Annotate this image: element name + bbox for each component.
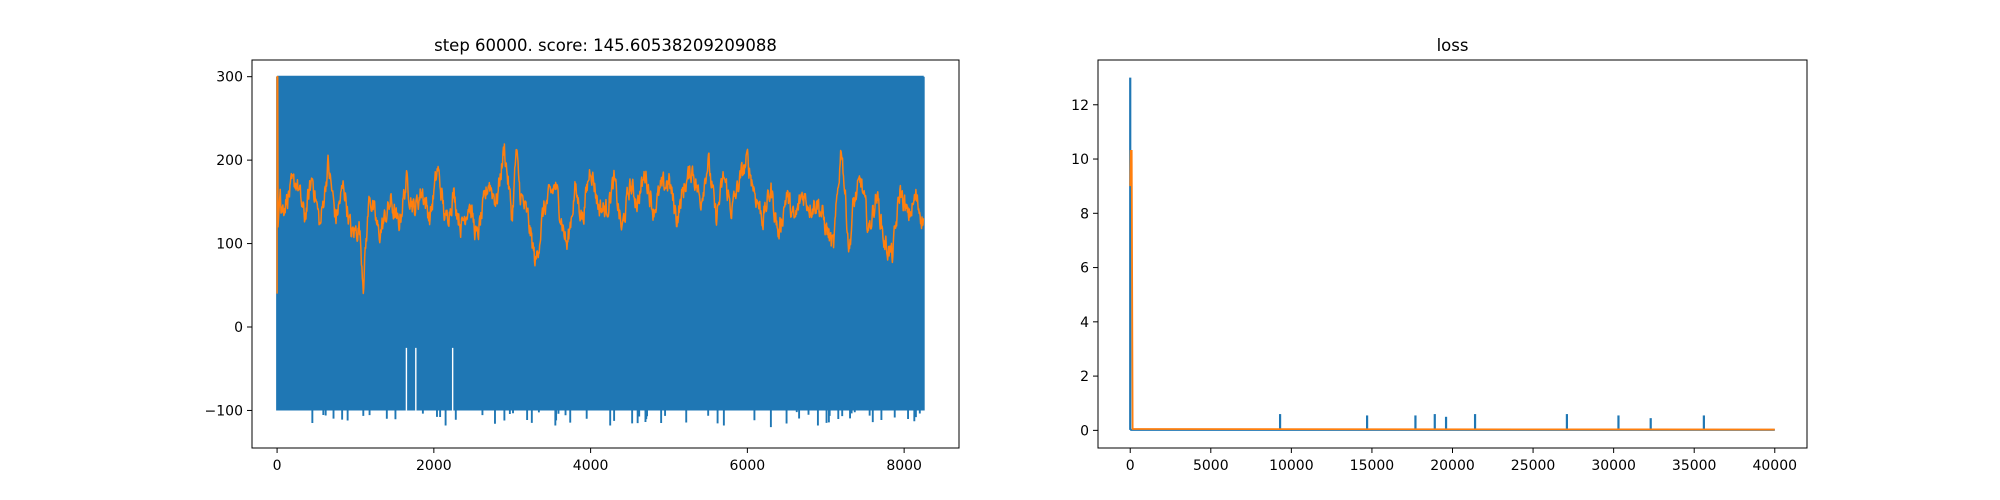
y-tick-label: 6 <box>1080 261 1089 277</box>
y-tick-label: 0 <box>1080 423 1089 439</box>
x-tick-label: 10000 <box>1269 458 1314 474</box>
x-tick-label: 8000 <box>886 458 922 474</box>
x-tick-label: 35000 <box>1672 458 1717 474</box>
x-tick-label: 4000 <box>573 458 609 474</box>
series-line-orange <box>1129 149 1775 431</box>
y-tick-label: 300 <box>216 70 243 86</box>
x-tick-label: 25000 <box>1511 458 1556 474</box>
y-tick-label: 0 <box>234 320 243 336</box>
y-tick-label: 10 <box>1071 152 1089 168</box>
y-tick-label: 4 <box>1080 315 1089 331</box>
x-tick-label: 0 <box>273 458 282 474</box>
y-tick-label: −100 <box>205 403 243 419</box>
x-tick-label: 2000 <box>416 458 452 474</box>
loss-chart: 0 5000 10000 15000 20000 25000 30000 35000 40000… <box>1071 36 1808 474</box>
series-line-orange <box>276 75 925 295</box>
x-tick-label: 6000 <box>730 458 766 474</box>
series-blue-strokes <box>276 76 925 428</box>
y-tick-label: 200 <box>216 153 243 169</box>
plot-frame <box>251 59 960 449</box>
chart-title: loss <box>1437 36 1469 55</box>
y-tick-label: 2 <box>1080 369 1089 385</box>
x-tick-label: 5000 <box>1193 458 1229 474</box>
x-tick-label: 0 <box>1126 458 1135 474</box>
x-tick-label: 15000 <box>1350 458 1395 474</box>
score-chart: 0 2000 4000 6000 8000 −100 0 100 200 300 step 6000… <box>205 36 960 474</box>
y-tick-label: 12 <box>1071 98 1089 114</box>
plot-frame <box>1097 59 1808 449</box>
x-tick-label: 20000 <box>1430 458 1475 474</box>
chart-title: step 60000. score: 145.60538209209088 <box>434 36 777 55</box>
y-tick-label: 100 <box>216 237 243 253</box>
x-tick-label: 30000 <box>1591 458 1636 474</box>
x-tick-label: 40000 <box>1752 458 1797 474</box>
series-line-blue <box>276 75 925 428</box>
series-line-blue <box>1129 77 1775 431</box>
y-tick-label: 8 <box>1080 206 1089 222</box>
